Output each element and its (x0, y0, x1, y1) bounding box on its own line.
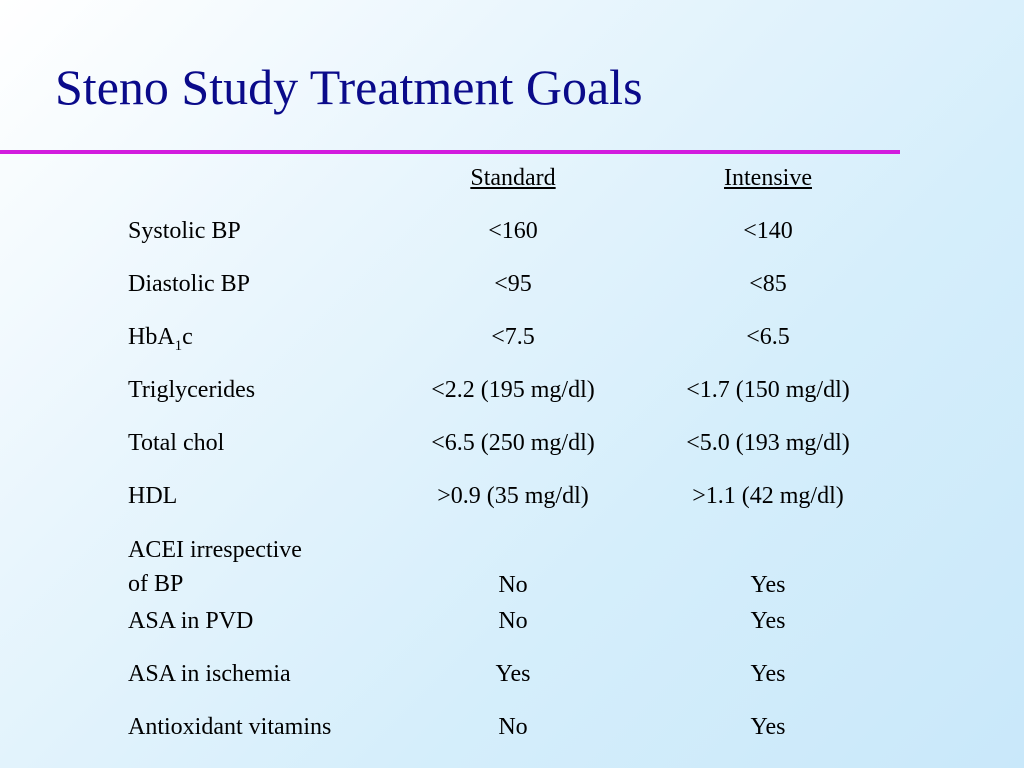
row-label-hdl: HDL (128, 483, 178, 509)
standard-asa-ischemia: Yes (495, 661, 531, 687)
standard-asa-pvd: No (498, 608, 528, 634)
intensive-hdl: >1.1 (42 mg/dl) (692, 483, 844, 509)
standard-systolic-bp: <160 (488, 218, 538, 244)
row-label-systolic-bp: Systolic BP (128, 218, 241, 244)
intensive-triglycerides: <1.7 (150 mg/dl) (686, 377, 850, 403)
row-label-diastolic-bp: Diastolic BP (128, 271, 251, 297)
acei-label-line2: of BP (128, 571, 184, 597)
hba1c-tail-text: c (182, 324, 193, 350)
standard-diastolic-bp: <95 (494, 271, 532, 297)
row-label-total-chol: Total chol (128, 430, 225, 456)
column-header-standard: Standard (470, 165, 556, 191)
standard-acei: No (498, 572, 528, 598)
intensive-acei: Yes (750, 572, 786, 598)
row-label-hba1c: HbA1c (128, 325, 193, 354)
standard-hba1c: <7.5 (491, 324, 535, 350)
intensive-asa-pvd: Yes (750, 608, 786, 634)
row-label-acei: ACEI irrespective of BP (128, 533, 302, 601)
intensive-antioxidant-vitamins: Yes (750, 714, 786, 740)
row-label-asa-pvd: ASA in PVD (128, 608, 254, 634)
column-header-intensive: Intensive (724, 165, 812, 191)
standard-antioxidant-vitamins: No (498, 714, 528, 740)
slide-title: Steno Study Treatment Goals (55, 59, 643, 115)
acei-label-line1: ACEI irrespective (128, 537, 302, 563)
intensive-diastolic-bp: <85 (749, 271, 787, 297)
standard-triglycerides: <2.2 (195 mg/dl) (431, 377, 595, 403)
row-label-antioxidant-vitamins: Antioxidant vitamins (128, 714, 332, 740)
intensive-hba1c: <6.5 (746, 324, 790, 350)
intensive-asa-ischemia: Yes (750, 661, 786, 687)
standard-hdl: >0.9 (35 mg/dl) (437, 483, 589, 509)
intensive-systolic-bp: <140 (743, 218, 793, 244)
hba1c-main-text: HbA (128, 324, 175, 350)
row-label-asa-ischemia: ASA in ischemia (128, 661, 291, 687)
intensive-total-chol: <5.0 (193 mg/dl) (686, 430, 850, 456)
row-label-triglycerides: Triglycerides (128, 377, 256, 403)
standard-total-chol: <6.5 (250 mg/dl) (431, 430, 595, 456)
hba1c-subscript: 1 (174, 337, 183, 354)
title-divider (0, 150, 900, 154)
